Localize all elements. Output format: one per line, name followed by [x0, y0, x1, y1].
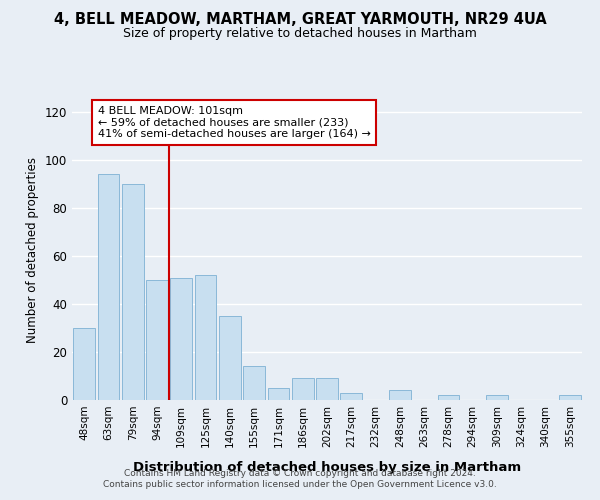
Bar [146, 280, 168, 400]
Bar [292, 378, 314, 400]
Bar [389, 390, 411, 400]
Bar [559, 395, 581, 400]
Text: 4, BELL MEADOW, MARTHAM, GREAT YARMOUTH, NR29 4UA: 4, BELL MEADOW, MARTHAM, GREAT YARMOUTH,… [53, 12, 547, 28]
Bar [340, 393, 362, 400]
Bar [194, 275, 217, 400]
Text: Size of property relative to detached houses in Martham: Size of property relative to detached ho… [123, 28, 477, 40]
Bar [486, 395, 508, 400]
Y-axis label: Number of detached properties: Number of detached properties [26, 157, 39, 343]
Bar [437, 395, 460, 400]
X-axis label: Distribution of detached houses by size in Martham: Distribution of detached houses by size … [133, 461, 521, 474]
Text: Contains HM Land Registry data © Crown copyright and database right 2024.: Contains HM Land Registry data © Crown c… [124, 468, 476, 477]
Bar [170, 278, 192, 400]
Bar [268, 388, 289, 400]
Bar [97, 174, 119, 400]
Bar [316, 378, 338, 400]
Bar [122, 184, 143, 400]
Bar [219, 316, 241, 400]
Bar [243, 366, 265, 400]
Text: 4 BELL MEADOW: 101sqm
← 59% of detached houses are smaller (233)
41% of semi-det: 4 BELL MEADOW: 101sqm ← 59% of detached … [97, 106, 370, 139]
Bar [73, 328, 95, 400]
Text: Contains public sector information licensed under the Open Government Licence v3: Contains public sector information licen… [103, 480, 497, 489]
